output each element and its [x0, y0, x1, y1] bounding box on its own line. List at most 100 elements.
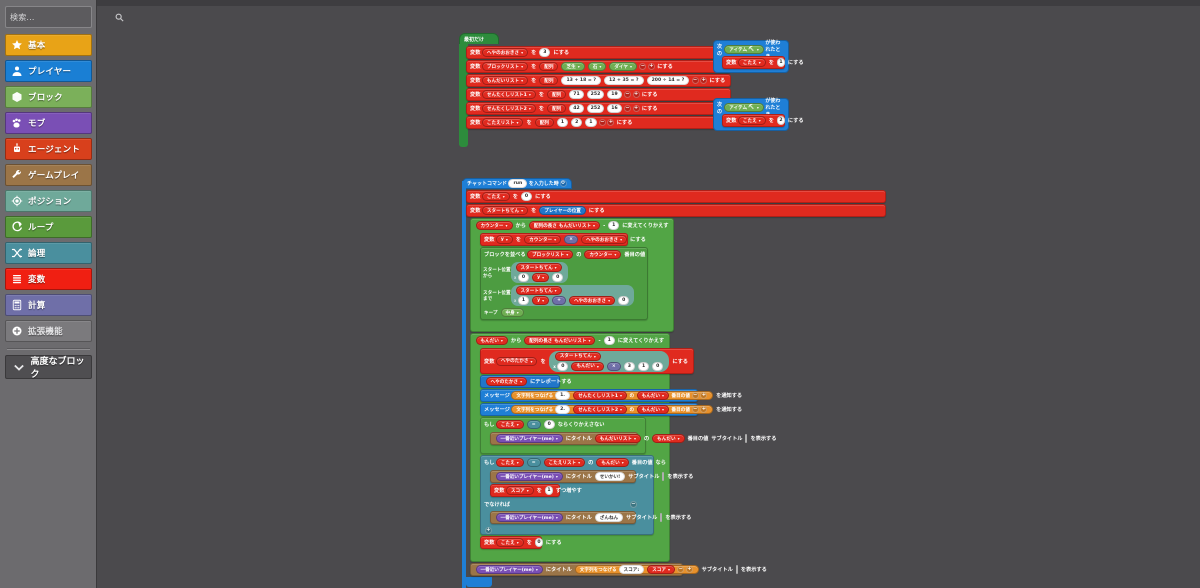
- toolbox-category-9[interactable]: 変数: [5, 268, 92, 290]
- variable-reporter[interactable]: もんだい ▾: [571, 361, 604, 371]
- index-reporter[interactable]: もんだい ▾: [652, 434, 685, 443]
- item-dropdown[interactable]: アイテム ⛏ ▾: [724, 103, 764, 112]
- list-reporter[interactable]: せんたくしリスト2 ▾: [573, 405, 628, 414]
- set-variable-block[interactable]: 変数 もんだいリスト ▾ を 配列 13 + 18 = ? 12 + 35 = ?…: [466, 74, 731, 87]
- set-variable-block[interactable]: 変数 こたえ ▾ を 1 にする: [722, 56, 804, 69]
- remove-item-button[interactable]: −: [677, 566, 685, 573]
- toolbox-category-8[interactable]: 論理: [5, 242, 92, 264]
- block-picker[interactable]: 芝生 ▾: [561, 62, 585, 71]
- nearest-player-reporter[interactable]: 一番近いプレイヤー(me) ▾: [495, 434, 563, 443]
- variable-reporter[interactable]: ヘやのたかさ ▾: [485, 377, 528, 386]
- variable-dropdown[interactable]: ブロックリスト ▾: [481, 62, 529, 71]
- text-input[interactable]: 2.: [555, 405, 571, 414]
- stack-on-start[interactable]: 最初だけ 変数 ヘやのおおきさ ▾ を 3 にする 変数 ブロックリスト ▾ を 配…: [459, 33, 731, 147]
- set-variable-block[interactable]: 変数 せんたくしリスト1 ▾ を 配列 71 252 19 − + にする: [466, 88, 731, 101]
- add-branch-button[interactable]: +: [484, 526, 492, 534]
- variable-dropdown[interactable]: こたえ ▾: [495, 538, 524, 547]
- toolbox-category-5[interactable]: ゲームプレイ: [5, 164, 92, 186]
- join-strings-reporter[interactable]: 文字列をつなげる 1. せんたくしリスト1 ▾ の もんだい ▾ 番目の値 − +: [511, 391, 714, 400]
- subtitle-input[interactable]: [735, 565, 738, 574]
- number-input[interactable]: 71: [569, 90, 584, 99]
- number-input[interactable]: 1: [603, 336, 615, 345]
- set-variable-block[interactable]: 変数 こたえリスト ▾ を 配列 1 2 1 − + にする: [466, 116, 731, 129]
- number-input[interactable]: 42: [569, 104, 584, 113]
- number-input[interactable]: 1: [556, 118, 569, 127]
- z-input[interactable]: 0: [618, 296, 630, 305]
- variable-reporter[interactable]: ヘやのおおきさ ▾: [568, 296, 616, 305]
- variable-dropdown[interactable]: こたえリスト ▾: [481, 118, 524, 127]
- number-input[interactable]: 2: [776, 116, 785, 125]
- change-variable-block[interactable]: 変数 スコア ▾ を 1 ずつ増やす: [490, 484, 582, 497]
- set-variable-position-block[interactable]: 変数 ヘやのたかさ ▾ を スタートちてん ▾ x 0 もんだい ▾ ×: [480, 348, 694, 374]
- equals-operator[interactable]: =: [526, 420, 541, 429]
- stack-chat-command[interactable]: チャットコマンド run を入力した時 ⚙ 変数 こたえ ▾ を 0 にする 変: [462, 170, 886, 588]
- toolbox-category-2[interactable]: ブロック: [5, 86, 92, 108]
- index-reporter[interactable]: もんだい ▾: [596, 458, 629, 467]
- quiz-dropdown[interactable]: もんだい ▾: [475, 336, 508, 345]
- array-length-reporter[interactable]: 配列の長さ もんだいリスト ▾: [528, 221, 601, 230]
- variable-dropdown[interactable]: ヘやのおおきさ ▾: [481, 48, 529, 57]
- index-reporter[interactable]: もんだい ▾: [636, 391, 670, 400]
- remove-item-button[interactable]: −: [691, 77, 699, 84]
- y-reporter[interactable]: y ▾: [532, 273, 550, 282]
- add-item-button[interactable]: +: [632, 105, 640, 112]
- add-item-button[interactable]: +: [647, 63, 655, 70]
- variable-dropdown[interactable]: せんたくしリスト1 ▾: [481, 90, 536, 99]
- x-input[interactable]: 1: [517, 296, 530, 305]
- show-title-block[interactable]: 一番近いプレイヤー(me) ▾ にタイトル もんだいリスト ▾ の もんだい ▾ 番目…: [490, 432, 776, 445]
- block-picker[interactable]: 石 ▾: [587, 62, 607, 71]
- array-label[interactable]: 配列: [539, 76, 559, 85]
- toolbox-category-6[interactable]: ポジション: [5, 190, 92, 212]
- index-reporter[interactable]: もんだい ▾: [636, 405, 670, 414]
- player-position-reporter[interactable]: プレイヤーの位置: [539, 206, 586, 215]
- remove-item-button[interactable]: −: [623, 91, 631, 98]
- toolbox-category-0[interactable]: 基本: [5, 34, 92, 56]
- text-input[interactable]: 12 + 35 = ?: [604, 76, 644, 85]
- variable-dropdown[interactable]: せんたくしリスト2 ▾: [481, 104, 536, 113]
- final-show-title-block[interactable]: 一番近いプレイヤー(me) ▾ にタイトル 文字列をつなげる スコア: スコア ▾ …: [470, 563, 767, 576]
- toolbox-category-11[interactable]: 拡張機能: [5, 320, 92, 342]
- set-variable-block[interactable]: 変数 ヘやのおおきさ ▾ を 3 にする: [466, 46, 731, 59]
- variable-reporter[interactable]: ヘやのおおきさ ▾: [580, 235, 628, 244]
- add-item-button[interactable]: +: [700, 392, 708, 399]
- number-input[interactable]: 0: [534, 538, 543, 547]
- teleport-block[interactable]: ヘやのたかさ ▾ にテレポートする: [480, 375, 572, 388]
- world-position-reporter[interactable]: スタートちてん ▾ x 0 y ▾ 0: [511, 262, 568, 283]
- world-position-reporter[interactable]: スタートちてん ▾ x 1 y ▾ + ヘやのおおきさ ▾ 0: [511, 285, 634, 306]
- variable-reporter[interactable]: こたえ ▾: [495, 420, 524, 429]
- text-input[interactable]: 200 ÷ 14 = ?: [646, 76, 690, 85]
- variable-dropdown[interactable]: もんだいリスト ▾: [481, 76, 529, 85]
- set-variable-block[interactable]: 変数 ブロックリスト ▾ を 配列 芝生 ▾ 石 ▾ ダイヤ ▾ − + にする: [466, 60, 731, 73]
- set-variable-block[interactable]: 変数 せんたくしリスト2 ▾ を 配列 42 252 16 − + にする: [466, 102, 731, 115]
- toolbox-category-4[interactable]: エージェント: [5, 138, 92, 160]
- gear-icon[interactable]: ⚙: [559, 180, 567, 187]
- start-point-reporter[interactable]: スタートちてん ▾: [515, 263, 562, 272]
- message-block-1[interactable]: メッセージ 文字列をつなげる 1. せんたくしリスト1 ▾ の もんだい ▾ 番目の…: [480, 389, 742, 402]
- advanced-blocks-toggle[interactable]: 高度なブロック: [5, 355, 92, 380]
- item-dropdown[interactable]: アイテム ⛏ ▾: [724, 45, 764, 54]
- x-input[interactable]: 0: [557, 361, 569, 371]
- list-reporter[interactable]: せんたくしリスト1 ▾: [573, 391, 628, 400]
- score-reporter[interactable]: スコア ▾: [647, 565, 675, 574]
- mode-dropdown[interactable]: 中身 ▾: [500, 308, 524, 317]
- start-point-reporter[interactable]: スタートちてん ▾: [554, 351, 601, 361]
- index-reporter[interactable]: カウンター ▾: [584, 250, 622, 259]
- number-input[interactable]: 1: [608, 221, 620, 230]
- add-item-button[interactable]: +: [685, 566, 693, 573]
- list-reporter[interactable]: ブロックリスト ▾: [527, 250, 574, 259]
- number-input[interactable]: 16: [607, 104, 622, 113]
- number-input[interactable]: 1: [544, 486, 553, 495]
- array-length-reporter[interactable]: 配列の長さ もんだいリスト ▾: [524, 336, 596, 345]
- set-variable-block[interactable]: 変数 スタートちてん ▾ を プレイヤーの位置 にする: [466, 204, 886, 217]
- nearest-player-reporter[interactable]: 一番近いプレイヤー(me) ▾: [495, 472, 563, 481]
- title-text-input[interactable]: ざんねん: [594, 513, 624, 522]
- toolbox-category-3[interactable]: モブ: [5, 112, 92, 134]
- remove-item-button[interactable]: −: [598, 119, 606, 126]
- x-input[interactable]: 0: [517, 273, 530, 282]
- chat-command-hat[interactable]: チャットコマンド run を入力した時 ⚙: [462, 178, 573, 189]
- variable-reporter[interactable]: こたえ ▾: [495, 458, 524, 467]
- repeat-for-block-2[interactable]: もんだい ▾ から 配列の長さ もんだいリスト ▾ - 1 に変えてくりかえす 変数…: [470, 333, 776, 562]
- repeat-for-block[interactable]: カウンター ▾ から 配列の長さ もんだいリスト ▾ - 1 に変えてくりかえす 変…: [470, 218, 674, 332]
- variable-reporter[interactable]: カウンター ▾: [524, 235, 562, 244]
- search-box[interactable]: [5, 6, 124, 28]
